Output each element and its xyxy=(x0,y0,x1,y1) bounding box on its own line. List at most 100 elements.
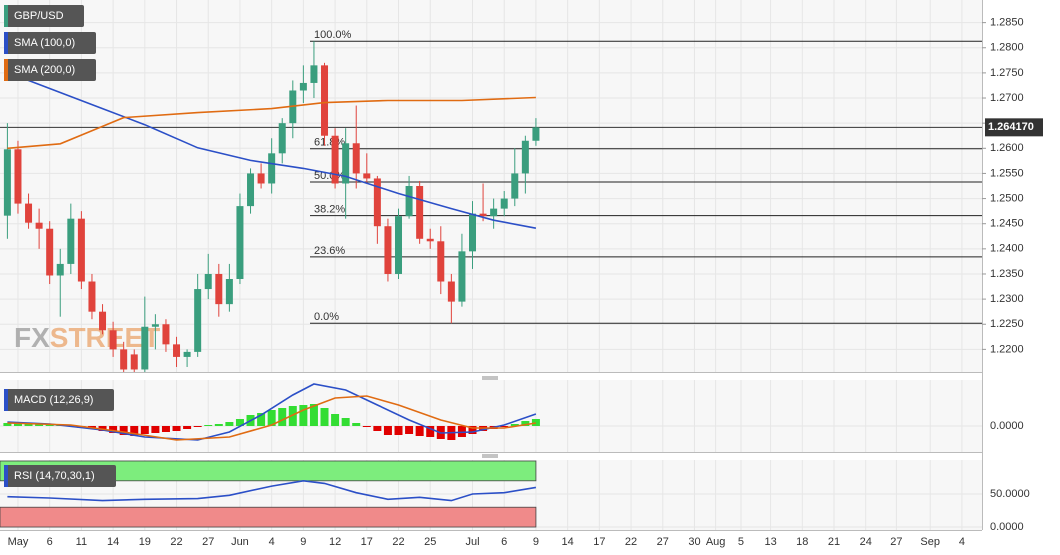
x-tick-label: 27 xyxy=(202,536,214,548)
rsi-band xyxy=(0,506,537,528)
candle-body xyxy=(204,273,212,290)
macd-bar xyxy=(24,424,33,426)
fib-label: 23.6% xyxy=(314,245,345,257)
candle-body xyxy=(490,208,498,217)
candle-body xyxy=(236,206,244,279)
y-tick-label: 1.2550 xyxy=(990,167,1024,179)
candle-body xyxy=(511,173,519,199)
x-tick-label: 9 xyxy=(300,536,306,548)
candle-body xyxy=(405,186,413,217)
x-tick-label: Jun xyxy=(231,536,249,548)
legend-box xyxy=(4,5,84,27)
candle-body xyxy=(99,311,107,331)
candle-body xyxy=(458,251,466,302)
x-tick-label: 21 xyxy=(828,536,840,548)
candle-body xyxy=(278,123,286,154)
legend-box xyxy=(4,465,116,487)
candle-body xyxy=(426,238,434,242)
x-tick-label: 11 xyxy=(76,536,87,548)
x-tick-label: 4 xyxy=(959,536,965,548)
macd-bar xyxy=(235,419,244,426)
legend-item[interactable]: GBP/USD xyxy=(4,5,84,27)
macd-bar xyxy=(140,426,149,434)
legend-item[interactable]: RSI (14,70,30,1) xyxy=(4,465,116,487)
rsi-line xyxy=(7,479,537,502)
candle-body xyxy=(247,173,255,207)
candle-body xyxy=(373,178,381,227)
candle-body xyxy=(321,65,329,136)
macd-bar xyxy=(320,408,329,426)
macd-bar xyxy=(394,426,403,435)
x-tick-label: 5 xyxy=(738,536,744,548)
resize-handle[interactable] xyxy=(482,376,498,380)
x-tick-label: Aug xyxy=(706,536,726,548)
rsi-plot xyxy=(0,460,537,528)
macd-bar xyxy=(383,426,392,435)
legend-swatch xyxy=(4,5,8,27)
x-tick-label: 30 xyxy=(688,536,700,548)
macd-bar xyxy=(161,426,170,432)
sma-line xyxy=(7,71,537,229)
candle-body xyxy=(35,222,43,229)
candle-body xyxy=(151,324,159,327)
y-tick-label: 1.2400 xyxy=(990,243,1024,255)
macd-bar xyxy=(299,405,308,426)
x-tick-label: 12 xyxy=(329,536,341,548)
candle-body xyxy=(88,281,96,312)
candle-body xyxy=(173,344,181,357)
macd-bar xyxy=(468,426,477,434)
legend-item[interactable]: SMA (200,0) xyxy=(4,59,96,81)
candle-body xyxy=(469,213,477,252)
candle-body xyxy=(479,213,487,217)
y-tick-label: 1.2700 xyxy=(990,92,1024,104)
candle-body xyxy=(268,153,276,184)
candle-body xyxy=(352,143,360,174)
candle-body xyxy=(416,186,424,239)
macd-bar xyxy=(531,419,540,426)
candle-body xyxy=(395,216,403,274)
x-tick-label: 4 xyxy=(269,536,275,548)
x-tick-label: 22 xyxy=(170,536,182,548)
legend-item[interactable]: MACD (12,26,9) xyxy=(4,389,114,411)
fib-label: 61.8% xyxy=(314,137,345,149)
candle-body xyxy=(130,354,138,370)
x-tick-label: 6 xyxy=(501,536,507,548)
legend-swatch xyxy=(4,32,8,54)
macd-bar xyxy=(288,406,297,426)
y-tick-label: 0.0000 xyxy=(990,521,1024,533)
y-tick-label: 1.2500 xyxy=(990,192,1024,204)
y-tick-label: 1.2300 xyxy=(990,293,1024,305)
legend-item[interactable]: SMA (100,0) xyxy=(4,32,96,54)
candle-body xyxy=(331,135,339,184)
candle-body xyxy=(342,143,350,184)
candle-body xyxy=(310,65,318,83)
resize-handle[interactable] xyxy=(482,454,498,458)
legend-label: SMA (100,0) xyxy=(14,37,75,49)
y-tick-label: 1.2200 xyxy=(990,343,1024,355)
y-tick-label: 1.2250 xyxy=(990,318,1024,330)
candle-body xyxy=(384,226,392,274)
macd-bar xyxy=(193,426,202,427)
rsi-band xyxy=(0,460,537,482)
y-tick-label: 1.2450 xyxy=(990,218,1024,230)
last-price-label: 1.264170 xyxy=(988,121,1034,133)
macd-bar xyxy=(257,413,266,426)
candle-body xyxy=(162,324,170,345)
candle-body xyxy=(56,263,64,276)
macd-bar xyxy=(510,424,519,426)
macd-bar xyxy=(362,426,371,427)
macd-line xyxy=(7,383,537,441)
candle-body xyxy=(225,279,233,305)
candle-body xyxy=(437,241,445,282)
y-tick-label: 1.2350 xyxy=(990,268,1024,280)
candle-body xyxy=(46,228,54,276)
candle-body xyxy=(532,127,540,141)
macd-bar xyxy=(352,423,361,426)
candle-body xyxy=(257,173,265,184)
macd-bar xyxy=(415,426,424,436)
macd-bar xyxy=(214,424,223,426)
y-tick-label: 50.0000 xyxy=(990,488,1030,500)
macd-bar xyxy=(151,426,160,433)
legend-label: SMA (200,0) xyxy=(14,64,75,76)
